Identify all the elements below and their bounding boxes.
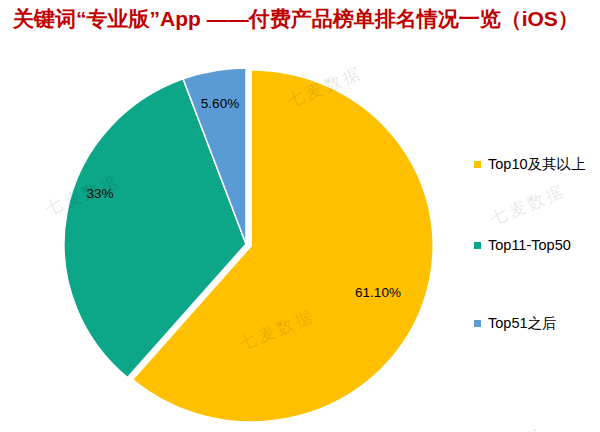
legend-label: Top11-Top50 [488,237,571,253]
legend-label: Top51之后 [488,314,557,333]
slice-label-top10: 61.10% [355,285,401,300]
legend-swatch-teal [474,242,481,249]
legend-swatch-yellow [474,161,481,168]
slice-label-top51: 5.60% [201,96,239,111]
legend-label: Top10及其以上 [488,155,586,174]
legend-item-top11-50[interactable]: Top11-Top50 [474,237,571,253]
legend-item-top51[interactable]: Top51之后 [474,314,557,333]
legend-item-top10[interactable]: Top10及其以上 [474,155,586,174]
legend-swatch-blue [474,320,481,327]
